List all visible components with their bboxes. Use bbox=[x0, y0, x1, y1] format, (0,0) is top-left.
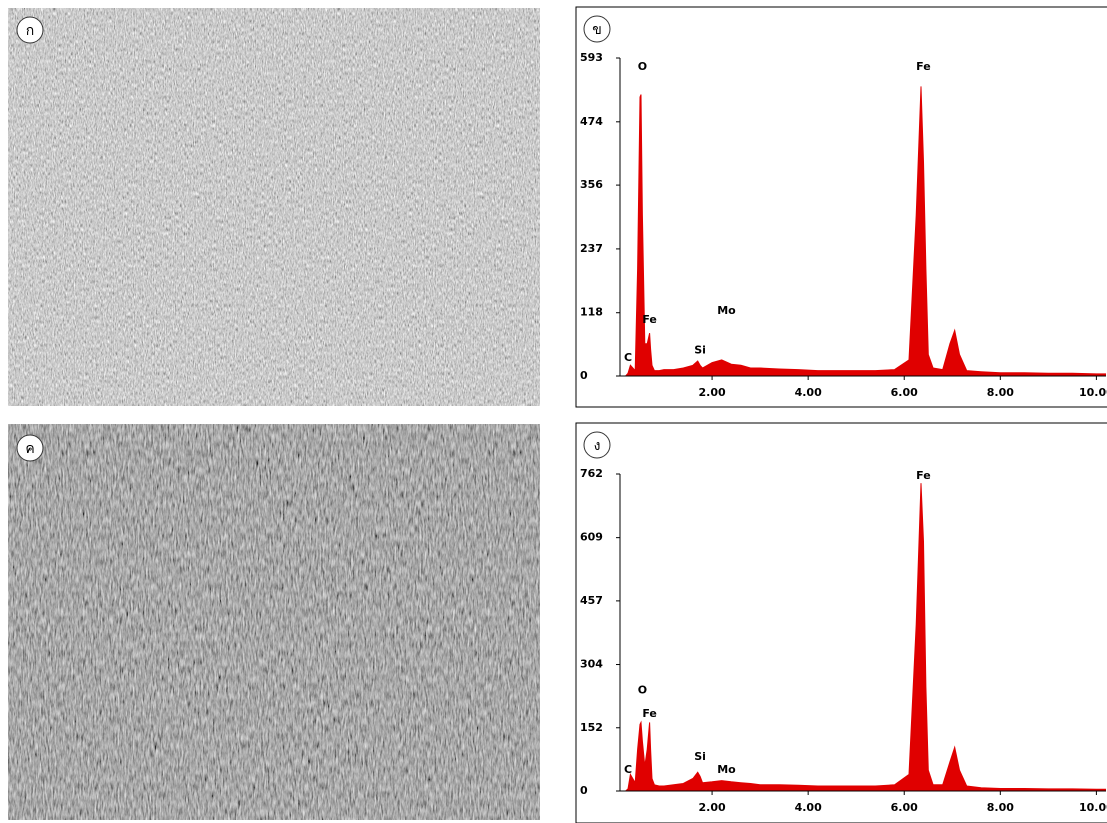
x-tick-label: 8.00 bbox=[987, 801, 1014, 814]
x-tick-label: 4.00 bbox=[795, 801, 822, 814]
y-tick-label: 474 bbox=[580, 115, 603, 128]
x-tick-label: 6.00 bbox=[891, 801, 918, 814]
y-tick-label: 609 bbox=[580, 531, 603, 544]
x-tick-label: 10.00 bbox=[1079, 801, 1107, 814]
y-tick-label: 0 bbox=[580, 369, 588, 382]
peak-label: Si bbox=[694, 750, 706, 763]
peak-label: Mo bbox=[717, 304, 736, 317]
sem-image bbox=[8, 8, 540, 406]
x-tick-label: 8.00 bbox=[987, 386, 1014, 399]
figure: ก ค ข 0 118 237 356 474 593 2.00 4.00 6.00 8.00 10.… bbox=[0, 0, 1107, 823]
sem-image bbox=[8, 424, 540, 820]
peak-label: Fe bbox=[642, 313, 657, 326]
peak-label: O bbox=[638, 60, 647, 73]
y-tick-label: 762 bbox=[580, 467, 603, 480]
x-tick-label: 4.00 bbox=[795, 386, 822, 399]
y-tick-label: 356 bbox=[580, 178, 603, 191]
chart-frame bbox=[576, 423, 1107, 823]
x-tick-label: 10.00 bbox=[1079, 386, 1107, 399]
peak-label: O bbox=[638, 683, 647, 696]
chart: ข 0 118 237 356 474 593 2.00 4.00 6.00 8.00 10.00 O F… bbox=[576, 7, 1107, 407]
chart-title: ข bbox=[592, 22, 602, 38]
image-label: ก bbox=[26, 23, 34, 39]
y-tick-label: 152 bbox=[580, 721, 603, 734]
chart-title: ง bbox=[594, 438, 601, 454]
y-tick-label: 237 bbox=[580, 242, 603, 255]
chart-frame bbox=[576, 7, 1107, 407]
y-tick-label: 593 bbox=[580, 51, 603, 64]
peak-label: C bbox=[624, 351, 632, 364]
peak-label: Si bbox=[694, 343, 706, 356]
peak-label: Fe bbox=[642, 707, 657, 720]
y-tick-label: 457 bbox=[580, 594, 603, 607]
peak-label: C bbox=[624, 763, 632, 776]
chart: ง01523044576097622.004.006.008.0010.00OF… bbox=[576, 423, 1107, 823]
y-tick-label: 0 bbox=[580, 784, 588, 797]
y-tick-label: 118 bbox=[580, 306, 603, 319]
x-tick-label: 2.00 bbox=[699, 801, 726, 814]
peak-label: Fe bbox=[916, 469, 931, 482]
x-tick-label: 6.00 bbox=[891, 386, 918, 399]
image-label: ค bbox=[25, 441, 34, 457]
y-tick-label: 304 bbox=[580, 658, 603, 671]
peak-label: Mo bbox=[717, 763, 736, 776]
x-tick-label: 2.00 bbox=[699, 386, 726, 399]
page: ก ค ข 0 118 237 356 474 593 2.00 4.00 6.00 8.00 10.… bbox=[0, 0, 1107, 823]
peak-label: Fe bbox=[916, 60, 931, 73]
